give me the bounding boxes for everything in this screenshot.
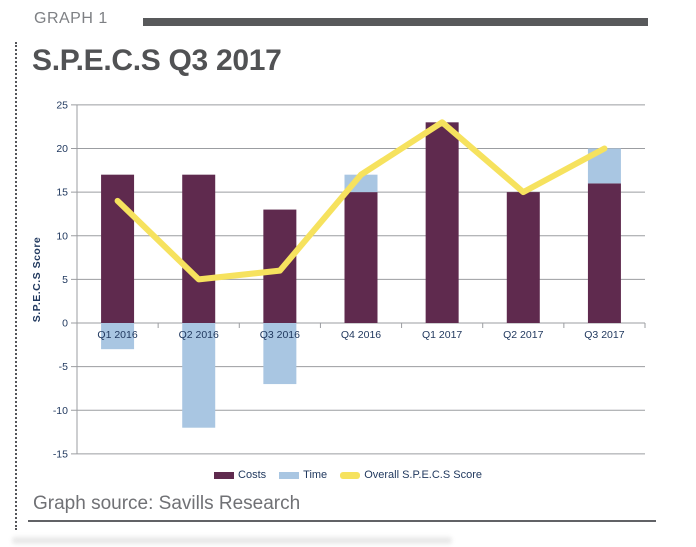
- graph-source-text: Graph source: Savills Research: [33, 493, 301, 514]
- x-axis-label: Q2 2017: [503, 329, 543, 341]
- y-tick-label: 20: [56, 143, 68, 155]
- costs-bar: [425, 122, 459, 323]
- legend-item: Time: [279, 469, 327, 481]
- legend-label: Time: [303, 469, 328, 481]
- y-tick-label: 0: [62, 318, 68, 330]
- header-rule-bar: [143, 18, 648, 26]
- costs-bar: [344, 192, 378, 323]
- costs-bar: [182, 174, 216, 323]
- y-axis-title: S.P.E.C.S Score: [31, 237, 43, 323]
- y-tick-label: -15: [53, 448, 68, 460]
- overall-score-line: [114, 119, 608, 283]
- legend-label: Costs: [238, 469, 267, 481]
- graph-number-label: GRAPH 1: [34, 10, 108, 27]
- costs-bar: [101, 174, 135, 323]
- legend-label: Overall S.P.E.C.S Score: [364, 469, 482, 481]
- x-axis-label: Q4 2016: [341, 329, 381, 341]
- left-dotted-crop-mark: [15, 42, 17, 530]
- time-bar: [263, 323, 297, 385]
- y-tick-label: 10: [56, 230, 68, 242]
- x-axis-label: Q3 2017: [584, 329, 624, 341]
- y-tick-label: -10: [53, 405, 68, 417]
- time-bar: [182, 323, 216, 428]
- costs-bar: [506, 192, 540, 323]
- legend-item: Costs: [214, 469, 266, 481]
- specs-score-chart: 25 20 15 10 5 0 -5 -10 -15 Q1 2016 Q2 2016 Q3 2016 Q…: [31, 99, 646, 460]
- y-tick-label: 15: [56, 187, 68, 199]
- y-tick-label: -5: [59, 361, 68, 373]
- time-bar: [101, 323, 135, 350]
- x-axis-label: Q1 2016: [97, 329, 137, 341]
- x-axis-label: Q2 2016: [179, 329, 219, 341]
- legend-item: Overall S.P.E.C.S Score: [340, 469, 482, 481]
- x-axis-label: Q3 2016: [260, 329, 300, 341]
- legend-swatch-costs: [214, 471, 235, 479]
- chart-title: S.P.E.C.S Q3 2017: [32, 44, 282, 77]
- y-tick-label: 25: [56, 99, 68, 111]
- chart-legend: Costs Time Overall S.P.E.C.S Score: [0, 469, 696, 481]
- costs-bar: [587, 183, 621, 323]
- y-tick-label: 5: [62, 274, 68, 286]
- x-axis-label: Q1 2017: [422, 329, 462, 341]
- footer-rule: [28, 520, 656, 522]
- cropped-next-section-ghost: [12, 537, 452, 544]
- legend-swatch-time: [279, 471, 300, 479]
- legend-swatch-overall-s-p-e-c-s-score: [340, 471, 361, 479]
